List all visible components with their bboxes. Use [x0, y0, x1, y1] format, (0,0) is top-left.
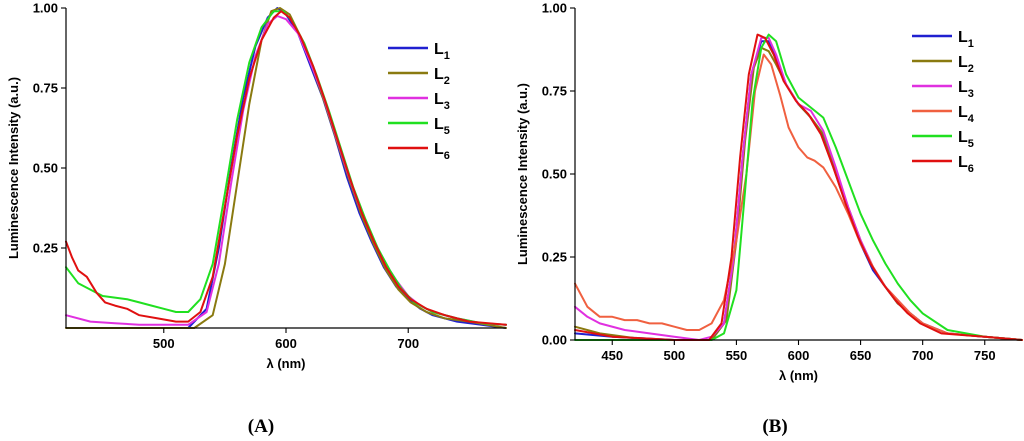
series-line-l6	[574, 33, 1023, 341]
legend-label: L3	[434, 91, 450, 112]
y-tick-label: 0.75	[542, 84, 567, 99]
panel-label: (B)	[762, 416, 787, 437]
legend: L1 L2 L3 L4 L5 L6	[912, 29, 975, 175]
x-axis-title: λ (nm)	[779, 368, 818, 383]
x-tick-label: 600	[788, 348, 810, 363]
legend-label: L2	[958, 54, 974, 75]
x-tick-label: 600	[275, 336, 297, 351]
series-line-l2	[574, 46, 1023, 341]
y-tick-label: 0.25	[33, 241, 58, 256]
series-line-l3	[574, 36, 1023, 341]
x-tick-label: 500	[663, 348, 685, 363]
legend-label: L6	[958, 154, 974, 175]
chart-panel-1: 500 600 700 0.25 0.50 0.75 1.00 λ (nm) Luminesce…	[6, 1, 507, 437]
chart-panel-2: 450 500 550 600 650 700 750 0.00 0.25 0.50 0.75 1.0…	[515, 1, 1023, 437]
x-axis-title: λ (nm)	[267, 356, 306, 371]
series-line-l5	[574, 33, 1023, 341]
x-tick-label: 700	[397, 336, 419, 351]
x-tick-label: 500	[153, 336, 175, 351]
x-tick-label: 550	[726, 348, 748, 363]
legend-label: L3	[958, 79, 974, 100]
series-line-l1	[574, 40, 1023, 341]
legend: L1 L2 L3 L5 L6	[388, 41, 450, 162]
y-tick-label: 1.00	[542, 1, 567, 16]
series-line-l6	[65, 10, 507, 326]
y-tick-label: 0.00	[542, 333, 567, 348]
legend-label: L2	[434, 66, 450, 87]
panel-label: (A)	[248, 416, 274, 437]
y-tick-label: 0.50	[542, 167, 567, 182]
legend-label: L4	[958, 104, 975, 125]
legend-label: L1	[958, 29, 974, 50]
y-axis-title: Luminescence Intensity (a.u.)	[6, 77, 21, 259]
y-tick-label: 0.50	[33, 161, 58, 176]
x-tick-label: 650	[850, 348, 872, 363]
series-line-l3	[65, 15, 507, 326]
x-tick-label: 750	[974, 348, 996, 363]
x-tick-label: 450	[601, 348, 623, 363]
y-tick-label: 0.75	[33, 81, 58, 96]
legend-label: L1	[434, 41, 450, 62]
legend-label: L5	[958, 129, 974, 150]
series-line-l5	[65, 10, 507, 326]
y-axis-title: Luminescence Intensity (a.u.)	[515, 83, 530, 265]
y-tick-label: 0.25	[542, 250, 567, 265]
x-tick-label: 700	[912, 348, 934, 363]
y-tick-label: 1.00	[33, 1, 58, 16]
legend-label: L5	[434, 116, 450, 137]
legend-label: L6	[434, 141, 450, 162]
